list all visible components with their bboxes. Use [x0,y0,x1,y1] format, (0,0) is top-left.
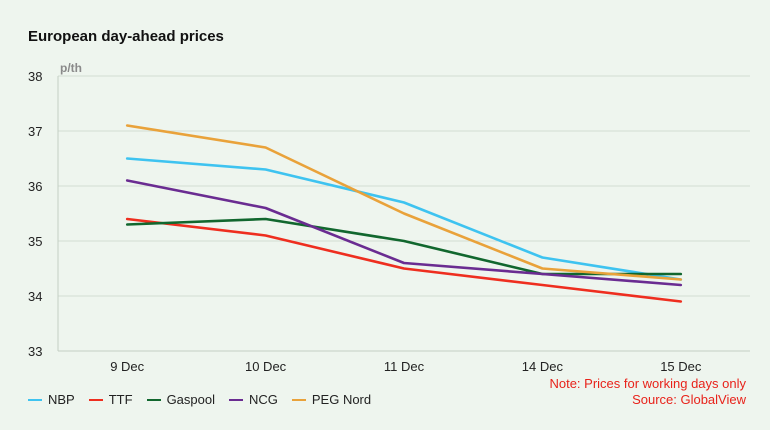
series-line-ncg [125,179,683,287]
y-tick-label: 34 [28,289,42,304]
y-tick-label: 37 [28,124,42,139]
source-text: Source: GlobalView [632,392,746,407]
legend-label: Gaspool [166,392,215,407]
legend-swatch [291,398,306,401]
legend-item: Gaspool [146,392,215,407]
legend-item: PEG Nord [291,392,372,407]
y-axis: 33 34 35 36 37 38 [28,69,59,359]
y-tick-label: 35 [28,234,42,249]
chart-note: Note: Prices for working days only Sourc… [549,376,746,408]
legend-item: TTF [88,392,133,407]
x-tick-label: 9 Dec [110,359,144,374]
series-line-gaspool [125,217,683,276]
y-tick-label: 33 [28,344,42,359]
legend-swatch [28,398,42,401]
legend-label: PEG Nord [311,392,372,407]
legend: NBP TTF Gaspool NCG PEG Nord [28,392,371,407]
x-axis: 9 Dec 10 Dec 11 Dec 14 Dec 15 Dec [58,350,750,374]
legend-label: TTF [108,392,133,407]
legend-swatch [228,398,243,401]
series-line-peg-nord [125,124,683,281]
y-axis-unit-label: p/th [60,61,82,75]
chart-title: European day-ahead prices [28,28,224,45]
legend-swatch [88,398,103,401]
x-tick-label: 14 Dec [522,359,564,374]
legend-swatch [146,398,161,401]
legend-item: NBP [28,392,75,407]
series-line-nbp [125,157,683,281]
x-tick-label: 15 Dec [660,359,702,374]
y-tick-label: 38 [28,69,42,84]
x-tick-label: 11 Dec [384,359,425,374]
legend-label: NCG [248,392,278,407]
series-lines [125,124,683,303]
series-line-ttf [125,217,683,303]
note-text: Note: Prices for working days only [549,376,746,391]
legend-item: NCG [228,392,278,407]
x-tick-label: 10 Dec [245,359,287,374]
y-tick-label: 36 [28,179,42,194]
legend-label: NBP [48,392,75,407]
